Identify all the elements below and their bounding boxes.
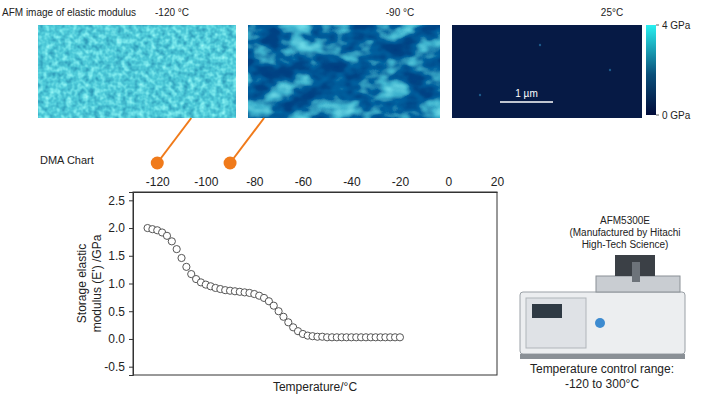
y-tick-mark <box>129 284 133 285</box>
highlight-connector <box>157 118 191 163</box>
y-tick-label: 0.5 <box>108 305 125 319</box>
y-tick-label: -0.5 <box>104 360 125 374</box>
x-tick: -100 <box>194 175 218 192</box>
afm-image-label: 25°C <box>601 7 623 18</box>
y-tick: 2.5 <box>108 194 133 208</box>
y-tick: 0.0 <box>108 332 133 346</box>
highlight-connector <box>230 118 264 163</box>
instrument-name: (Manufactured by Hitachi <box>569 227 680 238</box>
y-tick-label: 0.0 <box>108 332 125 346</box>
instrument-base <box>520 354 685 359</box>
colorbar-tick <box>656 115 659 116</box>
y-tick: 2.0 <box>108 221 133 235</box>
x-tick-label: -100 <box>194 175 218 189</box>
chart-title: DMA Chart <box>40 154 94 166</box>
y-tick-mark <box>129 339 133 340</box>
afm-image <box>38 25 236 118</box>
x-tick: -60 <box>295 175 313 192</box>
y-tick-mark <box>129 367 133 368</box>
x-tick: 20 <box>491 175 505 192</box>
y-axis-line <box>129 193 134 376</box>
x-tick-label: -120 <box>146 175 170 189</box>
data-point <box>168 238 175 245</box>
instrument-knob <box>595 318 605 328</box>
y-tick: 0.5 <box>108 305 133 319</box>
x-tick-label: 0 <box>446 175 453 189</box>
afm-texture-speck <box>539 44 541 46</box>
instrument-name: AFM5300E <box>600 215 650 226</box>
instrument-caption: -120 to 300°C <box>565 377 640 391</box>
scale-bar-label: 1 µm <box>515 88 537 99</box>
x-tick: 0 <box>446 175 453 192</box>
highlight-marker <box>224 157 237 170</box>
x-tick-label: -80 <box>246 175 264 189</box>
data-points <box>144 224 404 340</box>
y-tick-label: 1.0 <box>108 277 125 291</box>
y-tick-label: 2.0 <box>108 221 125 235</box>
x-tick: -80 <box>246 175 264 192</box>
colorbar-tick-label: 0 GPa <box>662 110 691 121</box>
y-tick-label: 2.5 <box>108 194 125 208</box>
x-axis: -120 -100 -80 -60 -40 -20 0 20 <box>134 175 505 193</box>
x-tick: -20 <box>392 175 410 192</box>
y-tick: -0.5 <box>104 360 133 374</box>
y-axis: 2.5 2.0 1.5 1.0 0.5 0.0 -0.5 <box>104 193 133 376</box>
colorbar <box>646 25 656 115</box>
data-point <box>183 263 190 270</box>
y-tick-label: 1.5 <box>108 249 125 263</box>
afm-image <box>248 25 440 118</box>
x-tick: -120 <box>146 175 170 192</box>
x-tick-label: 20 <box>491 175 505 189</box>
afm-texture-speck <box>609 69 611 71</box>
scale-bar <box>500 101 553 103</box>
data-point <box>396 334 403 341</box>
plot-frame <box>133 192 497 375</box>
y-tick-mark <box>129 256 133 257</box>
colorbar-tick <box>656 25 659 26</box>
y-tick: 1.5 <box>108 249 133 263</box>
instrument-cabinet <box>520 292 685 354</box>
y-tick-mark <box>129 228 133 229</box>
y-axis-title: Storage elastic <box>75 244 89 323</box>
x-tick-label: -40 <box>343 175 361 189</box>
figure: AFM image of elastic modulus -120 °C -90 °… <box>0 0 720 398</box>
instrument-display <box>532 304 562 318</box>
data-point <box>173 246 180 253</box>
y-tick: 1.0 <box>108 277 133 291</box>
x-axis-line <box>134 192 498 193</box>
y-axis-title: modulus (E') /GPa <box>90 234 104 332</box>
instrument-column <box>632 262 640 282</box>
x-tick-label: -60 <box>295 175 313 189</box>
colorbar-tick-label: 4 GPa <box>662 20 691 31</box>
afm-texture-speck <box>479 94 481 96</box>
x-axis-title: Temperature/°C <box>273 380 357 394</box>
y-tick-mark <box>129 311 133 312</box>
x-tick: -40 <box>343 175 361 192</box>
y-tick-mark <box>129 200 133 201</box>
instrument-name: High-Tech Science) <box>582 239 669 250</box>
data-point <box>178 254 185 261</box>
x-tick-label: -20 <box>392 175 410 189</box>
afm-image-label: -90 °C <box>386 7 414 18</box>
instrument-caption: Temperature control range: <box>530 362 674 376</box>
instrument-illustration <box>520 255 685 359</box>
afm-image <box>452 25 642 118</box>
highlight-marker <box>151 157 164 170</box>
instrument-panel <box>526 298 586 348</box>
afm-image-label: -120 °C <box>155 7 189 18</box>
afm-title: AFM image of elastic modulus <box>2 7 136 18</box>
